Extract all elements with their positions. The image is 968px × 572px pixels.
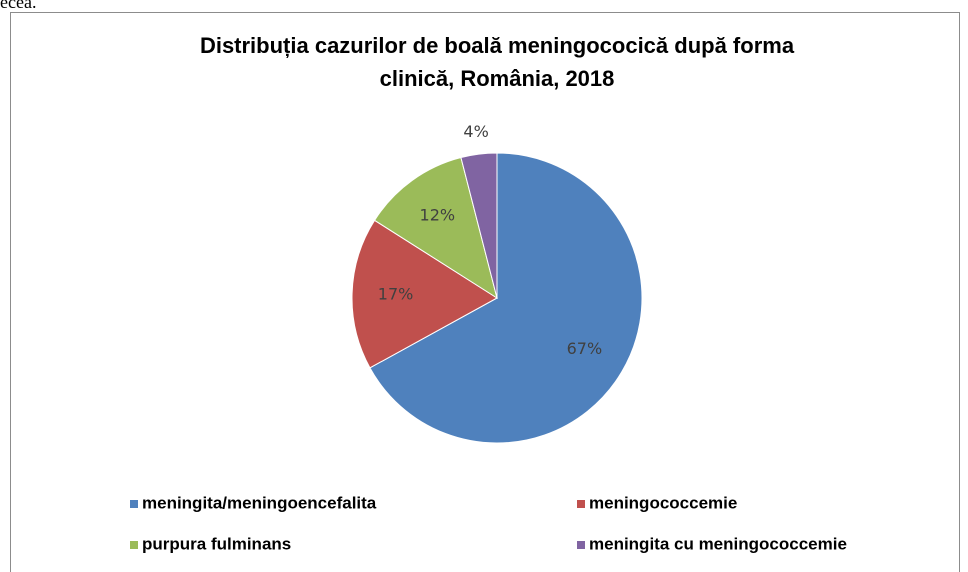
pie-slice bbox=[460, 152, 498, 299]
legend-swatch bbox=[577, 500, 585, 508]
pie-slice bbox=[351, 219, 498, 369]
data-label: 17% bbox=[378, 284, 414, 303]
chart-title: Distribuția cazurilor de boală meningoco… bbox=[200, 33, 795, 91]
legend-label: purpura fulminans bbox=[142, 534, 291, 553]
pie-slice bbox=[373, 156, 498, 300]
legend-label: meningococcemie bbox=[589, 493, 737, 512]
legend-swatch bbox=[577, 541, 585, 549]
data-label: 67% bbox=[567, 339, 603, 358]
data-label: 12% bbox=[420, 205, 456, 224]
legend-swatch bbox=[130, 541, 138, 549]
legend-label: meningita cu meningococcemie bbox=[589, 534, 847, 553]
data-label: 4% bbox=[463, 122, 488, 141]
page-fragment: ecea. bbox=[0, 0, 36, 12]
pie-slice bbox=[369, 152, 643, 444]
legend-swatch bbox=[130, 500, 138, 508]
legend-label: meningita/meningoencefalita bbox=[142, 493, 377, 512]
